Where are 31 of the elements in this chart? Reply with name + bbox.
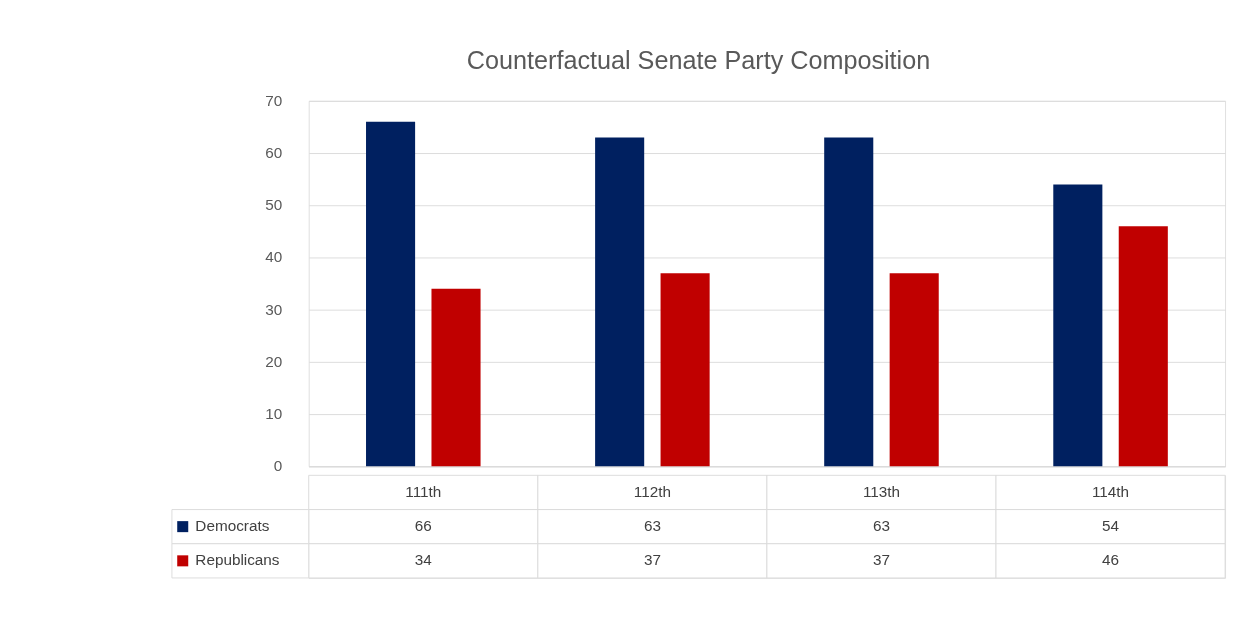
x-tick-label: 113th [862,482,901,500]
bar [889,273,939,467]
y-tick-label: 40 [265,248,283,266]
bar [595,137,645,467]
y-tick-label: 30 [265,300,283,318]
bar [366,121,416,467]
bar [431,288,481,467]
data-label: 37 [872,551,890,569]
data-label: 46 [1102,551,1120,569]
data-label: 63 [643,517,661,535]
legend-label: Democrats [195,517,270,535]
data-label: 34 [414,551,433,569]
data-label: 63 [872,517,890,535]
y-tick-label: 50 [265,196,283,214]
data-label: 54 [1102,517,1120,535]
bar [824,137,874,467]
data-label: 66 [414,517,432,535]
chart-title: Counterfactual Senate Party Composition [466,45,931,74]
bar [1118,226,1168,467]
legend-label: Republicans [195,551,280,569]
bar [660,273,710,467]
y-tick-label: 0 [273,457,283,475]
bar [1053,184,1103,467]
y-tick-label: 70 [265,91,283,109]
x-tick-label: 114th [1091,482,1130,500]
y-tick-label: 20 [265,352,283,370]
y-tick-label: 10 [265,405,283,423]
data-label: 37 [643,551,661,569]
y-tick-label: 60 [265,144,283,162]
x-tick-label: 112th [633,482,671,500]
x-tick-label: 111th [405,482,442,500]
